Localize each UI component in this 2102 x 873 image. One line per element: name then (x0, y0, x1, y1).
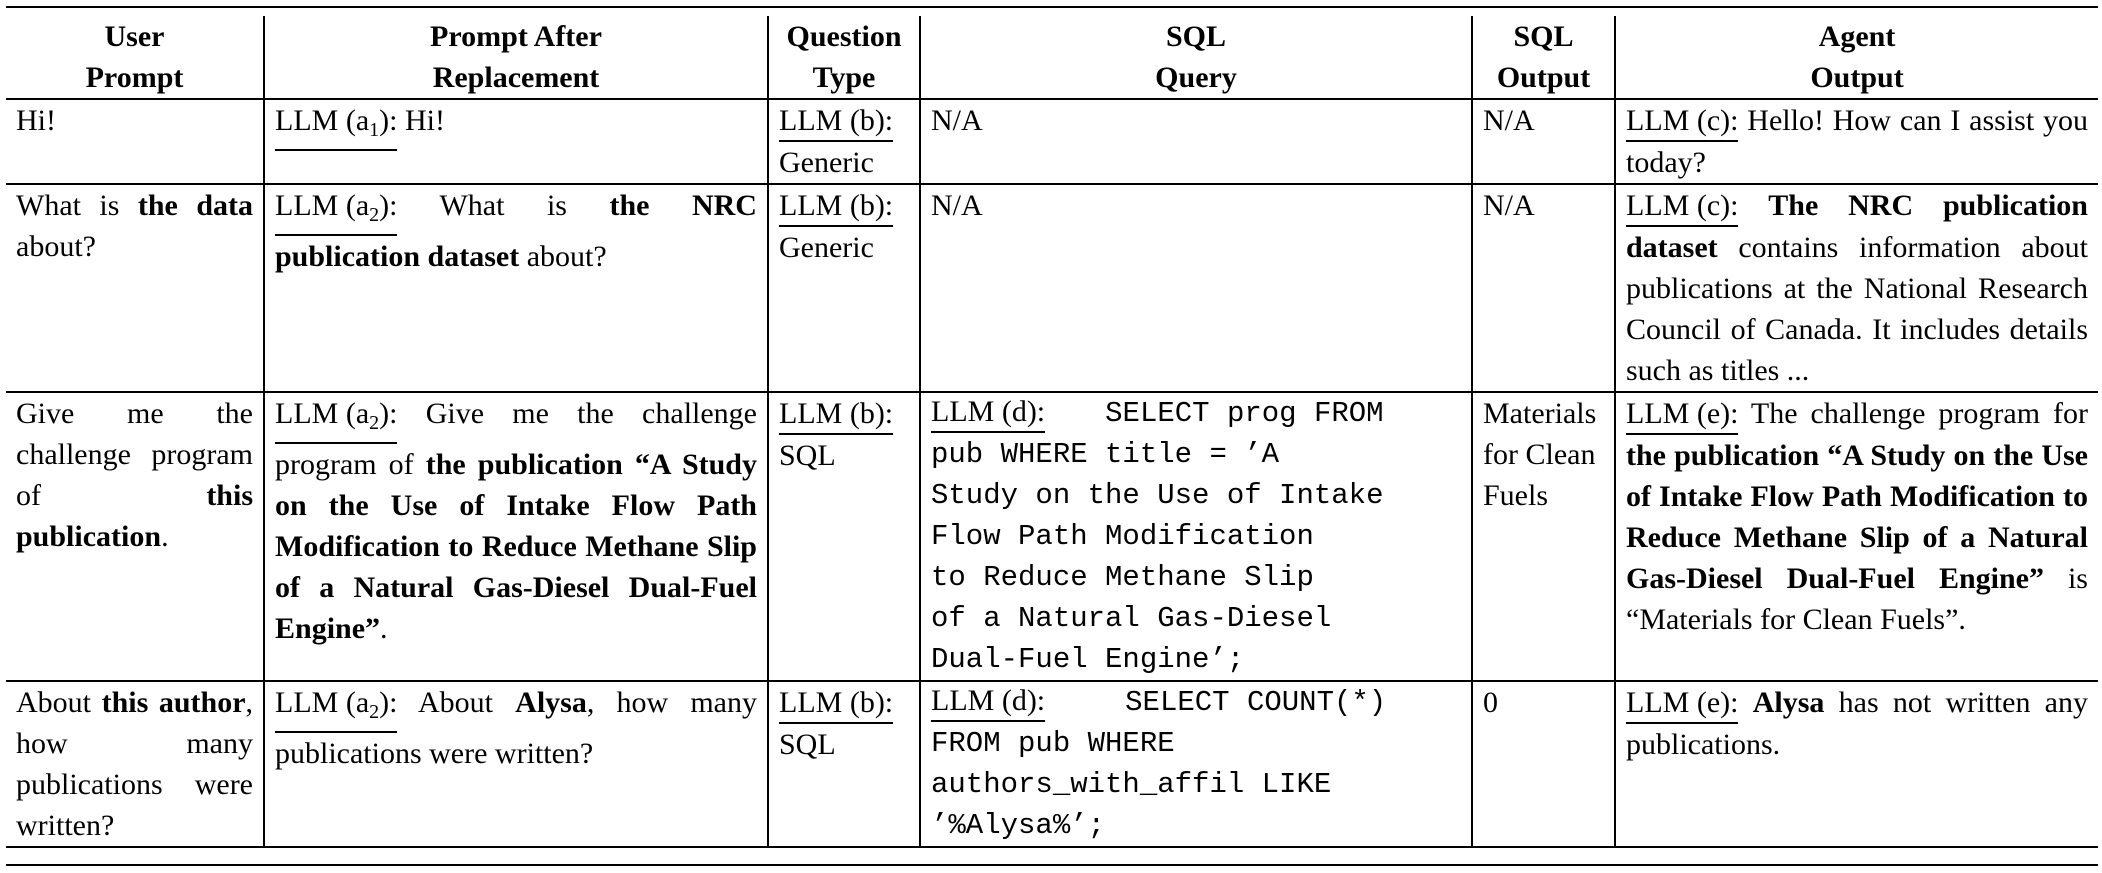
header-prompt-after-replacement: Prompt After Replacement (263, 16, 769, 99)
llm-label: LLM (a2): (275, 187, 398, 236)
table-row: Hi! LLM (a1): Hi! LLM (b): Generic N/A N/… (6, 98, 2098, 184)
llm-label: LLM (b): (779, 102, 894, 142)
llm-label: LLM (a2): (275, 395, 398, 444)
sql-line: FROM pub WHERE (931, 727, 1175, 760)
cell-question-type: LLM (b): SQL (767, 392, 921, 681)
cell-question-type: LLM (b): SQL (767, 681, 921, 847)
llm-label: LLM (a1): (275, 102, 398, 151)
table-row: About this author, how many publications… (6, 681, 2098, 847)
header-question-type: Question Type (767, 16, 921, 99)
sql-line: pub WHERE title = ’A (931, 438, 1280, 471)
header-user-prompt: User Prompt (6, 16, 265, 99)
llm-label: LLM (c): (1626, 102, 1739, 142)
cell-sql-query: LLM (d): SELECT prog FROM pub WHERE title… (919, 392, 1473, 681)
top-rule (6, 6, 2098, 8)
cell-agent-output: LLM (e): The challenge program for the p… (1614, 392, 2098, 681)
cell-sql-output: N/A (1471, 184, 1616, 392)
llm-label: LLM (c): (1626, 187, 1739, 227)
cell-question-type: LLM (b): Generic (767, 184, 921, 392)
sql-line: of a Natural Gas-Diesel (931, 602, 1332, 635)
cell-prompt-after-replacement: LLM (a2): What is the NRC publication da… (263, 184, 769, 392)
table-row: What is the data about? LLM (a2): What i… (6, 184, 2098, 392)
cell-sql-query: LLM (d): SELECT COUNT(*) FROM pub WHERE a… (919, 681, 1473, 847)
llm-label: LLM (b): (779, 684, 894, 724)
cell-prompt-after-replacement: LLM (a2): About Alysa, how many publicat… (263, 681, 769, 847)
table-row: Give me the challenge program of this pu… (6, 392, 2098, 681)
cell-sql-output: Materials for Clean Fuels (1471, 392, 1616, 681)
cell-question-type: LLM (b): Generic (767, 98, 921, 184)
sql-line: Study on the Use of Intake (931, 479, 1384, 512)
cell-user-prompt: What is the data about? (6, 184, 265, 392)
cell-prompt-after-replacement: LLM (a1): Hi! (263, 98, 769, 184)
llm-label: LLM (d): (931, 393, 1046, 433)
cell-user-prompt: Hi! (6, 98, 265, 184)
cell-user-prompt: Give me the challenge program of this pu… (6, 392, 265, 681)
cell-sql-query: N/A (919, 184, 1473, 392)
sql-line: ’%Alysa%’; (931, 809, 1106, 842)
llm-label: LLM (b): (779, 395, 894, 435)
cell-prompt-after-replacement: LLM (a2): Give me the challenge program … (263, 392, 769, 681)
llm-label: LLM (e): (1626, 395, 1739, 435)
sql-line: authors_with_affil LIKE (931, 768, 1332, 801)
cell-agent-output: LLM (e): Alysa has not written any publi… (1614, 681, 2098, 847)
cell-sql-output: N/A (1471, 98, 1616, 184)
header-row: User Prompt Prompt After Replacement Quest… (6, 16, 2098, 99)
bottom-rule (6, 864, 2098, 866)
sql-line: Dual-Fuel Engine’; (931, 643, 1245, 676)
cell-sql-output: 0 (1471, 681, 1616, 847)
llm-label: LLM (d): (931, 682, 1046, 722)
llm-label: LLM (b): (779, 187, 894, 227)
header-sql-output: SQL Output (1471, 16, 1616, 99)
cell-user-prompt: About this author, how many publications… (6, 681, 265, 847)
sql-line: SELECT COUNT(*) (1125, 686, 1387, 719)
llm-label: LLM (e): (1626, 684, 1739, 724)
header-sql-query: SQL Query (919, 16, 1473, 99)
llm-label: LLM (a2): (275, 684, 398, 733)
cell-sql-query: N/A (919, 98, 1473, 184)
sql-line: Flow Path Modification (931, 520, 1314, 553)
cell-agent-output: LLM (c): The NRC publication dataset con… (1614, 184, 2098, 392)
sql-line: SELECT prog FROM (1105, 397, 1384, 430)
header-agent-output: Agent Output (1614, 16, 2098, 99)
example-table: User Prompt Prompt After Replacement Quest… (6, 16, 2098, 848)
sql-line: to Reduce Methane Slip (931, 561, 1314, 594)
cell-agent-output: LLM (c): Hello! How can I assist you tod… (1614, 98, 2098, 184)
